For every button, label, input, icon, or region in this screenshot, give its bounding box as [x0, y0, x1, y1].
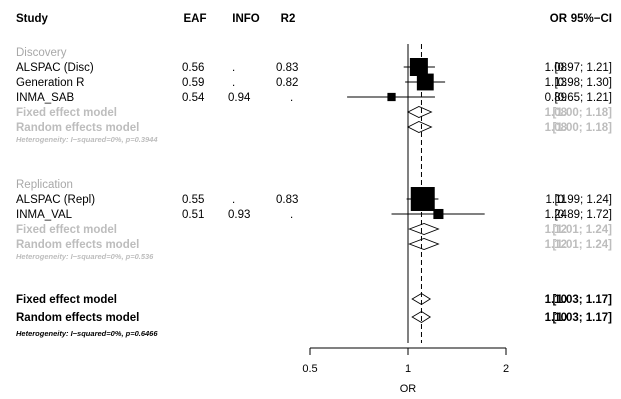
group-heterogeneity: Heterogeneity: I−squared=0%, p=0.3944 [16, 135, 158, 144]
info-value: . [232, 194, 235, 206]
group-random-diamond [407, 121, 433, 133]
overall-heterogeneity: Heterogeneity: I−squared=0%, p=0.6466 [16, 329, 158, 338]
group-fixed-label: Fixed effect model [16, 224, 117, 236]
ci-value: [0.65; 1.21] [554, 92, 612, 104]
x-tick-label: 0.5 [302, 363, 317, 375]
overall-fixed-diamond [411, 292, 432, 306]
study-label: Generation R [16, 77, 84, 89]
info-value: 0.93 [228, 209, 250, 221]
group-title: Discovery [16, 47, 67, 59]
header-info: INFO [232, 13, 260, 25]
header-or: OR [550, 13, 568, 25]
header-r2: R2 [281, 13, 296, 25]
r2-value: 0.82 [276, 77, 298, 89]
study-square [433, 208, 444, 220]
r2-value: 0.83 [276, 194, 298, 206]
eaf-value: 0.56 [182, 62, 204, 74]
header-eaf: EAF [184, 13, 207, 25]
group-fixed-ci: [1.00; 1.18] [553, 107, 613, 119]
or-value: 1.08 [545, 62, 567, 74]
overall-random-or: 1.10 [545, 312, 567, 324]
ci-value: [0.89; 1.72] [554, 209, 612, 221]
study-label: INMA_VAL [16, 209, 73, 221]
study-label: ALSPAC (Disc) [16, 62, 94, 74]
group-fixed-or: 1.08 [545, 107, 568, 119]
eaf-value: 0.54 [182, 92, 205, 104]
study-square [409, 57, 428, 77]
group-random-or: 1.12 [545, 239, 567, 251]
info-value: 0.94 [228, 92, 251, 104]
x-axis-label: OR [400, 383, 417, 395]
study-label: ALSPAC (Repl) [16, 194, 95, 206]
x-tick-label: 1 [405, 363, 411, 375]
group-heterogeneity: Heterogeneity: I−squared=0%, p=0.536 [16, 252, 154, 261]
or-value: 1.11 [545, 194, 567, 206]
or-value: 1.13 [545, 77, 567, 89]
x-tick-label: 2 [503, 363, 509, 375]
group-fixed-diamond [407, 106, 433, 118]
or-value: 0.89 [545, 92, 567, 104]
group-random-ci: [1.01; 1.24] [553, 239, 613, 251]
group-title: Replication [16, 179, 73, 191]
info-value: . [232, 77, 235, 89]
r2-value: 0.83 [276, 62, 298, 74]
study-label: INMA_SAB [16, 92, 74, 104]
group-fixed-ci: [1.01; 1.24] [553, 224, 613, 236]
group-fixed-diamond [408, 223, 440, 235]
eaf-value: 0.55 [182, 194, 204, 206]
study-square [416, 73, 434, 91]
ci-value: [0.98; 1.30] [554, 77, 612, 89]
group-fixed-label: Fixed effect model [16, 107, 117, 119]
overall-random-label: Random effects model [16, 312, 139, 324]
or-value: 1.24 [545, 209, 568, 221]
overall-random-ci: [1.03; 1.17] [553, 312, 613, 324]
header-study: Study [16, 13, 49, 25]
group-random-ci: [1.00; 1.18] [553, 122, 613, 134]
overall-fixed-ci: [1.03; 1.17] [553, 294, 613, 306]
group-fixed-or: 1.12 [545, 224, 567, 236]
eaf-value: 0.59 [182, 77, 204, 89]
group-random-or: 1.08 [545, 122, 568, 134]
ci-value: [0.99; 1.24] [554, 194, 612, 206]
r2-value: . [290, 92, 293, 104]
header-ci: 95%−CI [571, 13, 612, 25]
eaf-value: 0.51 [182, 209, 204, 221]
info-value: . [232, 62, 235, 74]
study-square [410, 187, 435, 211]
study-square [387, 92, 396, 102]
ci-value: [0.97; 1.21] [554, 62, 612, 74]
overall-fixed-label: Fixed effect model [16, 294, 117, 306]
overall-fixed-or: 1.10 [545, 294, 567, 306]
group-random-label: Random effects model [16, 239, 139, 251]
r2-value: . [290, 209, 293, 221]
group-random-diamond [408, 238, 440, 250]
group-random-label: Random effects model [16, 122, 139, 134]
